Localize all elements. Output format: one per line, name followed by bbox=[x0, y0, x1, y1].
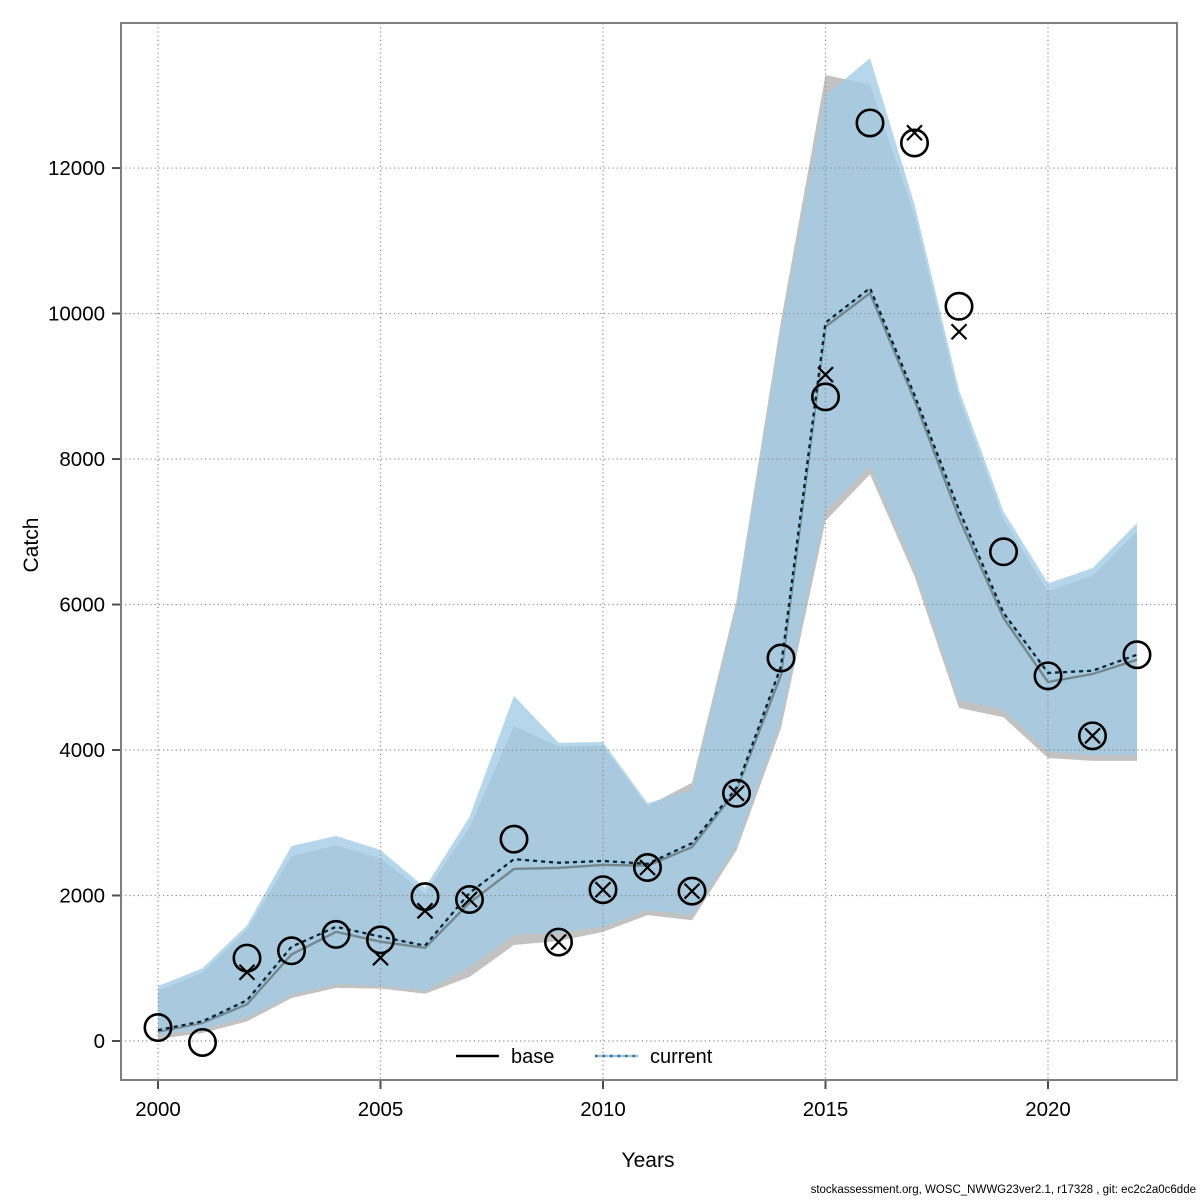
legend-current-label: current bbox=[650, 1046, 713, 1068]
observed-circle-marker bbox=[232, 943, 262, 973]
observed-circle-marker bbox=[721, 778, 751, 808]
observed-circle-marker bbox=[1078, 721, 1108, 751]
base-median-line bbox=[157, 291, 1138, 1033]
observed-circle-marker bbox=[944, 291, 974, 321]
observed-circle-marker bbox=[454, 885, 484, 915]
observed-circle-marker bbox=[810, 382, 840, 412]
observed-circle-marker bbox=[188, 1027, 218, 1057]
observed-circle-marker bbox=[276, 936, 306, 966]
observed-cross-marker bbox=[594, 881, 612, 898]
y-axis-title: Catch bbox=[20, 518, 43, 573]
confidence-band-current bbox=[158, 58, 1137, 1036]
observed-cross-marker bbox=[817, 366, 834, 383]
y-tick-label: 12000 bbox=[48, 157, 105, 180]
confidence-bands bbox=[158, 58, 1137, 1040]
x-tick-label: 2010 bbox=[580, 1098, 626, 1121]
observed-circle-marker bbox=[499, 824, 529, 854]
footer-attribution: stockassessment.org, WOSC_NWWG23ver2.1, … bbox=[811, 1184, 1196, 1196]
observed-circle-marker bbox=[899, 128, 929, 158]
observed-circle-marker bbox=[855, 108, 885, 138]
axis-ticks: 0 2000 4000 6000 8000 10000 12000 2000 2005 2010 2… bbox=[48, 157, 1071, 1121]
observation-markers bbox=[143, 108, 1152, 1057]
observed-circle-marker bbox=[588, 875, 618, 905]
y-tick-label: 8000 bbox=[59, 448, 105, 471]
observed-cross-marker bbox=[728, 785, 745, 802]
legend-base-label: base bbox=[511, 1046, 554, 1068]
observed-cross-marker bbox=[683, 882, 701, 900]
observed-circle-marker bbox=[988, 537, 1018, 567]
y-tick-label: 10000 bbox=[48, 303, 105, 326]
plot-area-border bbox=[120, 22, 1178, 1081]
x-axis-title: Years bbox=[622, 1149, 675, 1172]
median-lines bbox=[157, 286, 1138, 1033]
x-tick-label: 2005 bbox=[358, 1098, 404, 1121]
observed-circle-marker bbox=[543, 927, 573, 957]
observed-circle-marker bbox=[143, 1013, 173, 1043]
y-tick-label: 2000 bbox=[59, 885, 105, 908]
x-tick-label: 2020 bbox=[1025, 1098, 1071, 1121]
observed-circle-marker bbox=[365, 925, 395, 955]
observed-circle-marker bbox=[1122, 640, 1152, 670]
observed-cross-marker bbox=[906, 124, 923, 142]
y-tick-label: 4000 bbox=[59, 739, 105, 762]
observed-circle-marker bbox=[321, 919, 351, 949]
y-tick-label: 0 bbox=[94, 1030, 105, 1053]
observed-circle-marker bbox=[677, 876, 707, 906]
current-median-line-dotted bbox=[157, 286, 1138, 1032]
observed-cross-marker bbox=[1084, 727, 1101, 745]
observed-circle-marker bbox=[1033, 661, 1063, 691]
x-tick-label: 2000 bbox=[135, 1098, 181, 1121]
observed-circle-marker bbox=[410, 882, 440, 912]
observed-circle-marker bbox=[766, 643, 796, 673]
observed-cross-marker bbox=[550, 933, 567, 951]
y-tick-label: 6000 bbox=[59, 594, 105, 617]
observed-cross-marker bbox=[639, 859, 656, 876]
observed-cross-marker bbox=[950, 323, 968, 341]
x-tick-label: 2015 bbox=[803, 1098, 849, 1121]
observed-cross-marker bbox=[461, 891, 478, 908]
observed-circle-marker bbox=[632, 853, 662, 883]
legend: base current bbox=[456, 1046, 713, 1068]
